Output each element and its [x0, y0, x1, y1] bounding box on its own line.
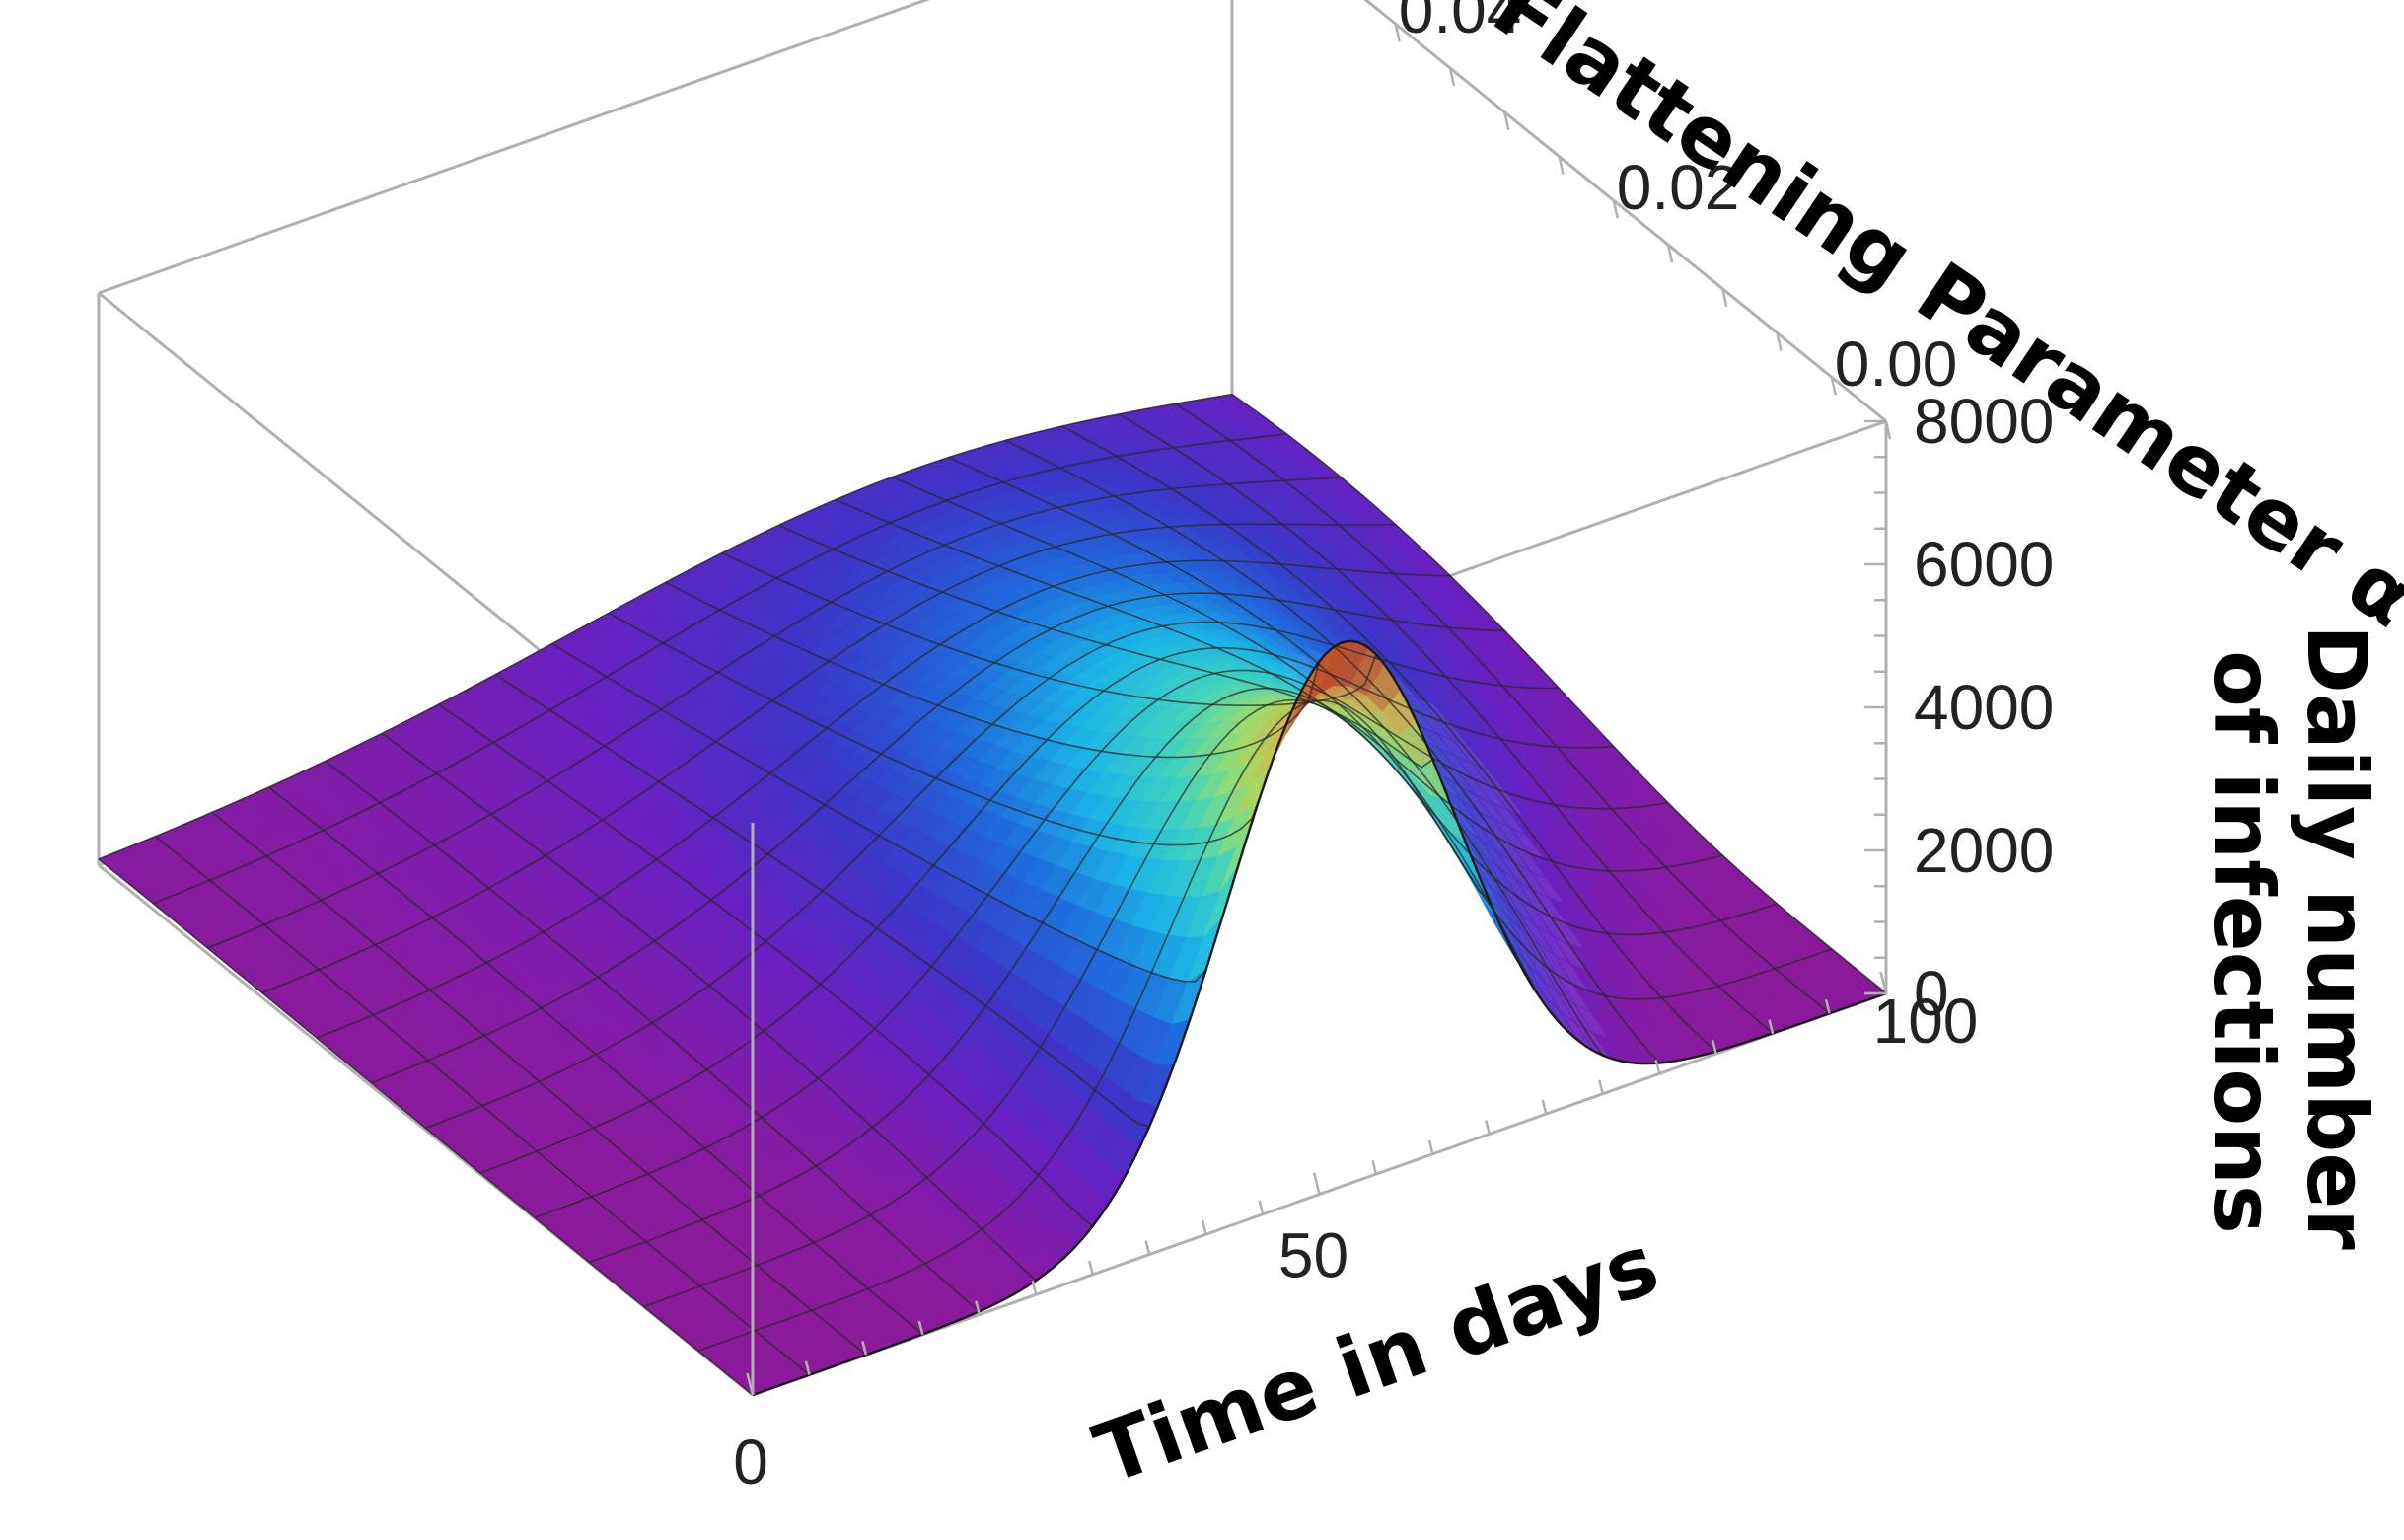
mesh-line-time	[494, 674, 1150, 1128]
mesh-line-time	[778, 524, 1433, 769]
time-axis-tick	[861, 1340, 868, 1356]
alpha-tick-label: 0.04	[1399, 0, 1522, 46]
surface-mesh	[98, 393, 1887, 1397]
mesh-line-time	[665, 581, 1321, 759]
time-axis-tick	[1312, 1172, 1321, 1195]
alpha-axis-tick	[1612, 199, 1619, 219]
axis-ticks	[746, 23, 1892, 1396]
box-edge-back-top	[98, 0, 930, 295]
mesh-line-time	[154, 836, 811, 1376]
mesh-line-time	[891, 476, 1547, 1007]
time-axis-tick	[746, 1372, 755, 1396]
mesh-line-time	[1175, 403, 1831, 1014]
mesh-line-time	[1061, 425, 1717, 1053]
alpha-axis-tick	[1448, 67, 1456, 87]
mesh-line-time	[1004, 439, 1660, 1064]
time-axis-tick	[1879, 971, 1888, 994]
mesh-line-time	[98, 858, 754, 1396]
time-axis-tick	[1031, 1280, 1038, 1295]
mesh-line-time	[608, 612, 1264, 846]
time-axis-tick	[1485, 1120, 1492, 1135]
alpha-axis-tick	[1884, 420, 1892, 440]
time-axis-tick	[1201, 1219, 1207, 1235]
mesh-line-time	[438, 703, 1094, 1227]
mesh-line-time	[1231, 393, 1887, 994]
time-axis-tick	[1711, 1039, 1717, 1055]
z-tick-label: 0	[1914, 958, 1949, 1029]
mesh-line-time	[325, 760, 981, 1312]
alpha-axis-tick	[1776, 332, 1783, 351]
mesh-line-time	[835, 498, 1491, 902]
time-axis-tick	[975, 1300, 982, 1315]
time-axis-tick	[1824, 999, 1831, 1014]
alpha-axis-tick	[1394, 23, 1401, 42]
z-axis-title-line1: Daily number	[2289, 624, 2385, 1250]
time-axis-title: Time in days	[1083, 1215, 1670, 1503]
time-axis-tick	[1427, 1139, 1434, 1155]
mesh-line-time	[721, 551, 1377, 707]
surface-front-profile	[752, 639, 1887, 1397]
time-axis-tick	[1598, 1079, 1604, 1095]
z-tick-label: 2000	[1914, 815, 2054, 886]
time-axis-tick	[1144, 1240, 1151, 1255]
mesh-line-time	[1118, 413, 1774, 1034]
time-axis-tick	[1654, 1060, 1661, 1074]
alpha-axis-tick	[1503, 111, 1510, 131]
time-axis-tick	[804, 1360, 811, 1375]
alpha-tick-label: 0.02	[1617, 152, 1740, 223]
mesh-line-time	[381, 732, 1037, 1282]
alpha-axis-tick	[1666, 244, 1674, 263]
time-axis-tick	[1087, 1260, 1094, 1276]
alpha-axis-tick	[1558, 156, 1565, 175]
mesh-line-time	[551, 642, 1207, 983]
mesh-line-time	[948, 456, 1604, 1057]
time-tick-label: 50	[1278, 1220, 1348, 1291]
alpha-axis-tick	[1721, 288, 1728, 308]
time-axis-tick	[1541, 1099, 1548, 1115]
time-axis-tick	[917, 1320, 924, 1336]
time-axis-tick	[1371, 1159, 1378, 1175]
time-axis-tick	[1768, 1019, 1775, 1035]
time-tick-label: 0	[733, 1427, 768, 1498]
mesh-line-time	[267, 786, 923, 1336]
z-tick-label: 4000	[1914, 672, 2054, 743]
z-tick-label: 8000	[1914, 386, 2054, 457]
z-tick-label: 6000	[1914, 529, 2054, 600]
alpha-tick-label: 0.00	[1835, 329, 1958, 400]
mesh-line-time	[211, 811, 867, 1356]
time-tick-label: 100	[1873, 986, 1979, 1057]
time-axis-tick	[1258, 1200, 1265, 1215]
z-axis-title-line2: of infections	[2195, 650, 2292, 1234]
alpha-axis-tick	[1830, 376, 1837, 396]
